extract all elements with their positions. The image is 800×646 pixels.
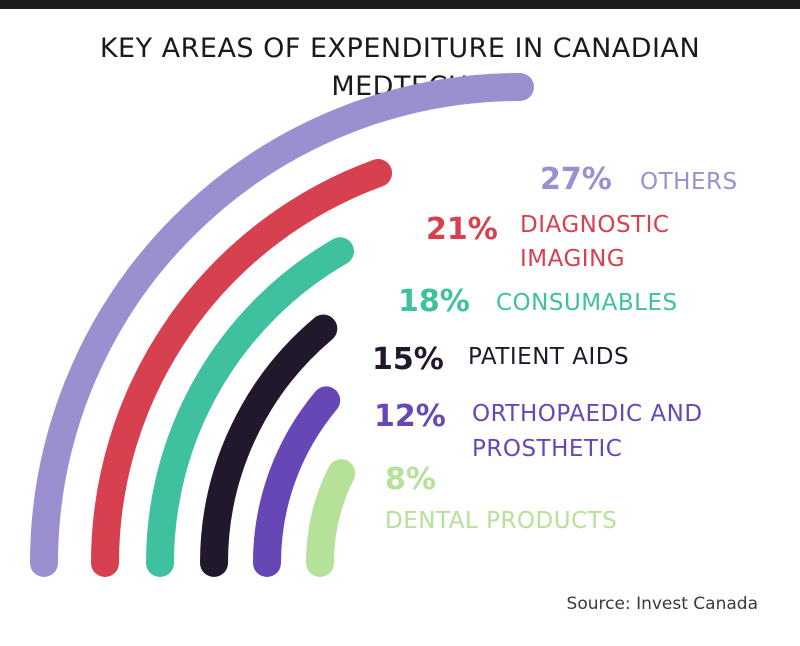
bar-category-label-2-0: CONSUMABLES [496, 290, 678, 316]
bar-category-label-4-0: ORTHOPAEDIC AND [472, 401, 703, 427]
bar-value-label-2: 18% [398, 284, 470, 319]
bar-category-label-1-0: DIAGNOSTIC [520, 212, 669, 238]
bar-4 [253, 386, 341, 577]
bar-0 [30, 73, 534, 577]
bar-category-label-3-0: PATIENT AIDS [468, 344, 629, 370]
bar-category-label-1-1: IMAGING [520, 246, 625, 272]
bar-3 [200, 314, 338, 577]
bar-category-label-0-0: OTHERS [640, 169, 738, 195]
bar-5 [306, 459, 356, 577]
bar-2 [146, 237, 354, 577]
chart-title-line-1: KEY AREAS OF EXPENDITURE IN CANADIAN [99, 33, 701, 64]
bar-category-label-4-1: PROSTHETIC [472, 436, 622, 462]
top-bar [0, 0, 800, 9]
bar-category-label-5-0: DENTAL PRODUCTS [385, 508, 617, 534]
bar-value-label-4: 12% [374, 399, 446, 434]
bar-1 [91, 159, 393, 577]
bar-value-label-0: 27% [540, 162, 612, 197]
bar-value-label-3: 15% [372, 342, 444, 377]
source-note: Source: Invest Canada [566, 594, 758, 614]
bar-value-label-5: 8% [385, 462, 436, 497]
bar-value-label-1: 21% [426, 212, 498, 247]
